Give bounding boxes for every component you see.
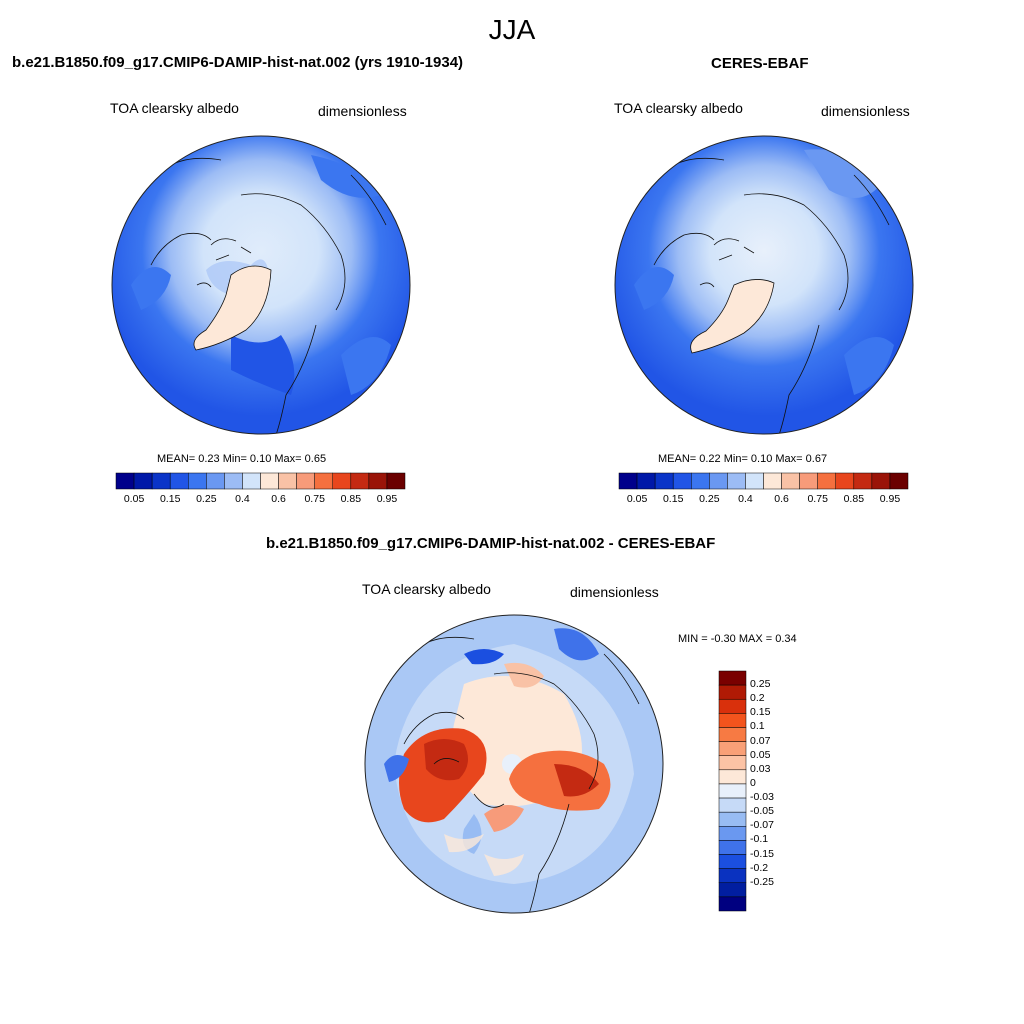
obs-variable-label: TOA clearsky albedo xyxy=(614,100,743,116)
diff-stats: MIN = -0.30 MAX = 0.34 xyxy=(678,633,797,645)
diff-colorbar-swatch xyxy=(718,769,747,785)
model-colorbar-swatch xyxy=(296,472,315,490)
model-colorbar-tick-label: 0.15 xyxy=(159,493,181,505)
obs-colorbar-swatch xyxy=(871,472,891,490)
obs-colorbar-swatch xyxy=(618,472,638,490)
obs-colorbar-swatch xyxy=(817,472,836,490)
obs-colorbar-tick-label: 0.15 xyxy=(662,493,684,505)
diff-colorbar-swatch xyxy=(718,826,747,841)
diff-colorbar-tick-label: -0.15 xyxy=(750,847,774,860)
model-units-label: dimensionless xyxy=(318,103,407,119)
diff-colorbar-tick-label: -0.2 xyxy=(750,861,769,874)
model-stats: MEAN= 0.23 Min= 0.10 Max= 0.65 xyxy=(157,453,327,465)
obs-colorbar-swatch xyxy=(709,472,728,490)
obs-polar-map xyxy=(614,135,914,435)
model-colorbar-tick-label: 0.85 xyxy=(340,493,362,505)
obs-colorbar-swatch xyxy=(853,472,873,490)
obs-panel-title: CERES-EBAF xyxy=(711,55,809,72)
obs-colorbar-tick-label: 0.75 xyxy=(807,493,828,505)
model-colorbar-swatch xyxy=(169,472,189,490)
diff-colorbar-tick-label: 0.03 xyxy=(750,762,771,775)
diff-units-label: dimensionless xyxy=(570,584,659,600)
diff-colorbar-tick-label: 0 xyxy=(750,776,756,789)
diff-colorbar-swatch xyxy=(718,713,747,728)
obs-colorbar-swatch xyxy=(672,472,692,490)
model-panel-title: b.e21.B1850.f09_g17.CMIP6-DAMIP-hist-nat… xyxy=(12,54,464,71)
model-variable-label: TOA clearsky albedo xyxy=(110,100,239,116)
diff-colorbar-swatch xyxy=(718,840,747,855)
obs-colorbar-swatch xyxy=(727,472,746,490)
model-colorbar-swatch xyxy=(314,472,333,490)
diff-polar-map xyxy=(364,614,664,914)
diff-colorbar-tick-label: -0.05 xyxy=(750,805,774,818)
obs-units-label: dimensionless xyxy=(821,103,910,119)
model-colorbar-swatch xyxy=(224,472,243,490)
model-colorbar-swatch xyxy=(151,472,171,490)
obs-colorbar-swatch xyxy=(835,472,855,490)
diff-colorbar-tick-label: -0.1 xyxy=(750,833,769,846)
obs-colorbar-tick-label: 0.95 xyxy=(879,493,901,505)
model-colorbar-swatch xyxy=(332,472,352,490)
diff-colorbar-tick-label: 0.05 xyxy=(750,748,771,761)
diff-colorbar-swatch xyxy=(718,783,747,799)
model-polar-map xyxy=(111,135,411,435)
obs-colorbar-tick-label: 0.25 xyxy=(699,493,720,505)
obs-colorbar-swatch xyxy=(763,472,782,490)
figure-title: JJA xyxy=(488,14,536,45)
obs-colorbar-tick-label: 0.05 xyxy=(626,493,648,505)
obs-colorbar xyxy=(618,472,909,490)
diff-colorbar-swatch xyxy=(718,854,747,869)
obs-colorbar-swatch xyxy=(889,472,909,490)
diff-colorbar-swatch xyxy=(718,797,747,813)
diff-colorbar-swatch xyxy=(718,727,747,742)
model-colorbar-swatch xyxy=(242,472,261,490)
diff-colorbar-tick-label: 0.25 xyxy=(750,678,771,691)
obs-colorbar-swatch xyxy=(636,472,656,490)
diff-colorbar-tick-label: -0.07 xyxy=(750,819,774,832)
model-colorbar-swatch xyxy=(133,472,153,490)
model-colorbar-tick-label: 0.25 xyxy=(196,493,217,505)
model-colorbar-tick-label: 0.95 xyxy=(376,493,398,505)
diff-colorbar-tick-label: 0.2 xyxy=(750,692,765,705)
model-colorbar-swatch xyxy=(386,472,406,490)
diff-colorbar-swatch xyxy=(718,882,747,898)
model-colorbar-tick-label: 0.4 xyxy=(235,493,250,505)
model-colorbar-swatch xyxy=(206,472,225,490)
diff-colorbar-tick-label: 0.1 xyxy=(750,720,765,733)
diff-colorbar-swatch xyxy=(718,755,747,771)
diff-colorbar-tick-label: 0.07 xyxy=(750,734,771,747)
diff-colorbar-swatch xyxy=(718,896,747,912)
diff-colorbar-swatch xyxy=(718,868,747,884)
obs-colorbar-swatch xyxy=(654,472,674,490)
diff-variable-label: TOA clearsky albedo xyxy=(362,581,491,597)
obs-colorbar-tick-label: 0.85 xyxy=(843,493,865,505)
obs-colorbar-swatch xyxy=(745,472,764,490)
obs-stats: MEAN= 0.22 Min= 0.10 Max= 0.67 xyxy=(658,453,828,465)
model-colorbar-swatch xyxy=(350,472,370,490)
diff-colorbar-swatch xyxy=(718,741,747,756)
diff-colorbar-swatch xyxy=(718,684,747,700)
diff-colorbar-swatch xyxy=(718,670,747,686)
diff-colorbar-swatch xyxy=(718,811,747,827)
diff-colorbar-tick-label: 0.15 xyxy=(750,706,771,719)
model-colorbar-swatch xyxy=(115,472,135,490)
obs-colorbar-swatch xyxy=(691,472,710,490)
diff-colorbar-tick-label: -0.25 xyxy=(750,875,774,888)
diff-colorbar xyxy=(718,670,747,912)
diff-colorbar-swatch xyxy=(718,698,747,714)
model-colorbar-tick-label: 0.75 xyxy=(304,493,325,505)
model-colorbar-tick-label: 0.6 xyxy=(271,493,286,505)
model-colorbar xyxy=(115,472,406,490)
obs-colorbar-swatch xyxy=(799,472,818,490)
obs-colorbar-tick-label: 0.6 xyxy=(774,493,789,505)
diff-colorbar-tick-label: -0.03 xyxy=(750,791,774,804)
model-colorbar-swatch xyxy=(260,472,279,490)
obs-colorbar-tick-label: 0.4 xyxy=(738,493,753,505)
model-colorbar-swatch xyxy=(278,472,297,490)
model-colorbar-swatch xyxy=(188,472,207,490)
obs-colorbar-swatch xyxy=(781,472,800,490)
diff-panel-title: b.e21.B1850.f09_g17.CMIP6-DAMIP-hist-nat… xyxy=(266,535,716,552)
model-colorbar-swatch xyxy=(368,472,388,490)
model-colorbar-tick-label: 0.05 xyxy=(123,493,145,505)
